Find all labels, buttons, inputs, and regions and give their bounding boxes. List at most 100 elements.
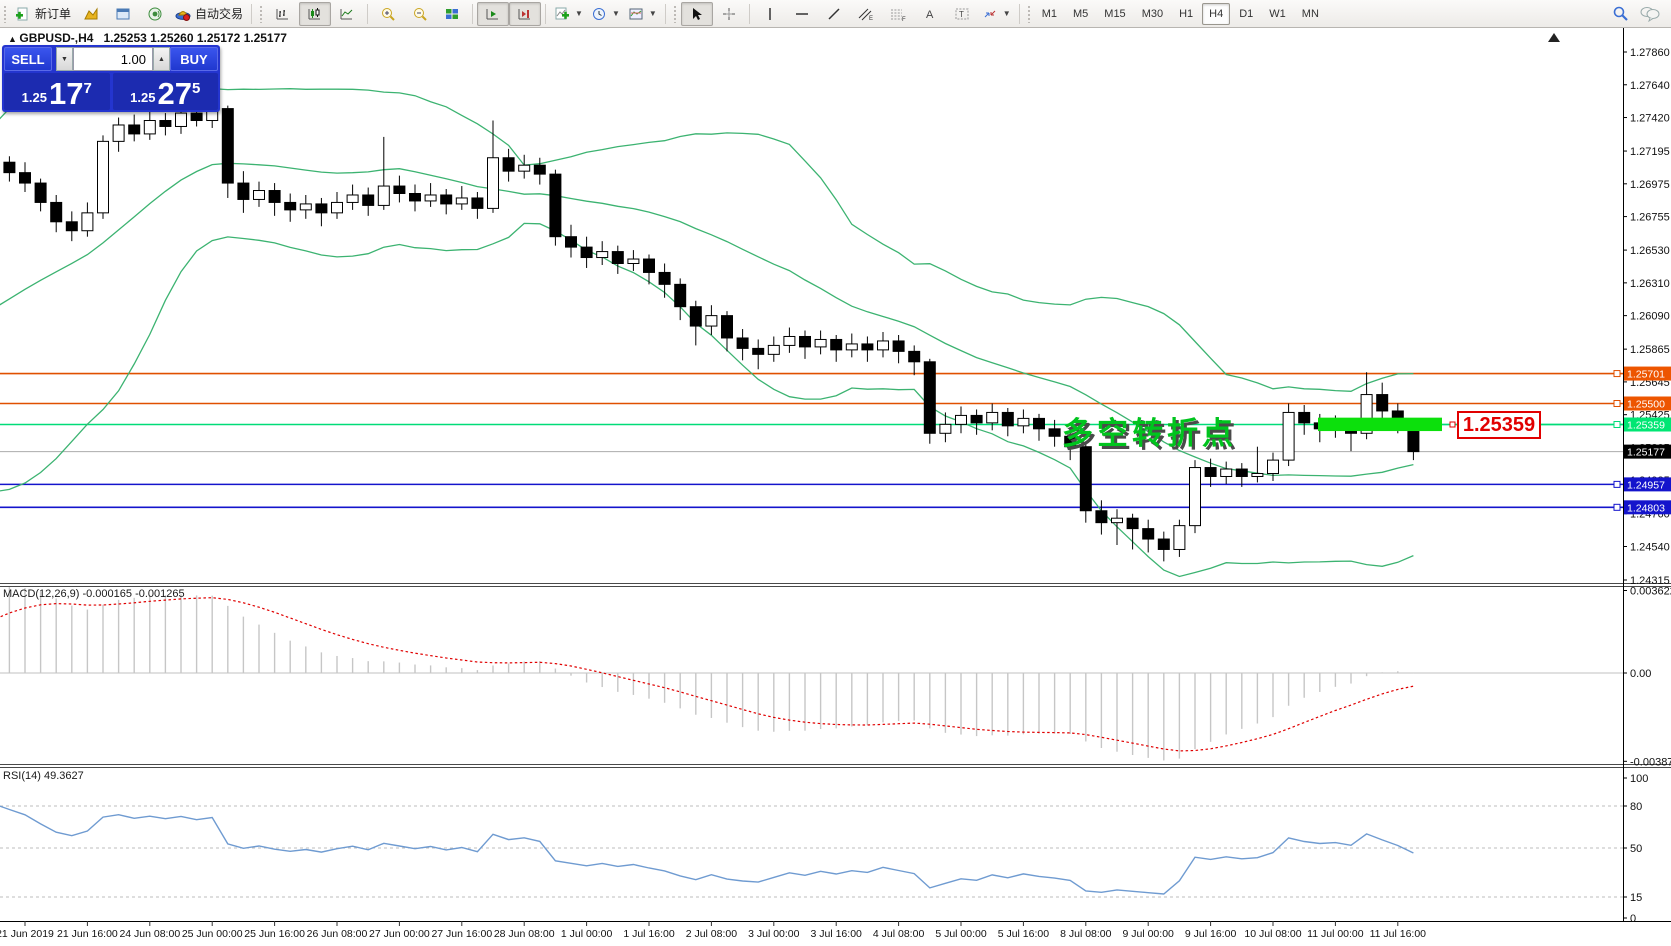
svg-text:27 Jun 16:00: 27 Jun 16:00 xyxy=(431,928,492,940)
volume-decrease-button[interactable]: ▼ xyxy=(56,47,73,71)
arrows-button[interactable]: ▼ xyxy=(978,2,1015,26)
svg-text:-0.003877: -0.003877 xyxy=(1630,756,1671,768)
indicators-button[interactable]: ▼ xyxy=(550,2,587,26)
new-window-button[interactable] xyxy=(107,2,139,26)
channel-icon: E xyxy=(858,8,873,22)
buy-price-display[interactable]: 1.25 27 5 xyxy=(112,73,218,110)
svg-text:21 Jun 16:00: 21 Jun 16:00 xyxy=(57,928,118,940)
chart-symbol: GBPUSD-,H4 xyxy=(19,31,94,45)
trendline-icon xyxy=(828,7,840,20)
sell-price-display[interactable]: 1.25 17 7 xyxy=(4,73,110,110)
svg-text:27 Jun 00:00: 27 Jun 00:00 xyxy=(369,928,430,940)
buy-button[interactable]: BUY xyxy=(170,47,218,71)
sell-price-big: 17 xyxy=(48,76,84,111)
svg-text:1.27195: 1.27195 xyxy=(1630,146,1670,158)
crosshair-icon xyxy=(722,7,735,20)
search-icon[interactable] xyxy=(1612,5,1629,22)
tile-windows-button[interactable] xyxy=(436,2,468,26)
text-label-icon: T xyxy=(955,8,969,19)
svg-text:1.24540: 1.24540 xyxy=(1630,541,1670,553)
svg-text:50: 50 xyxy=(1630,843,1642,855)
svg-text:9 Jul 16:00: 9 Jul 16:00 xyxy=(1185,928,1237,940)
candlestick-chart-button[interactable] xyxy=(299,1,332,26)
timeframe-button-w1[interactable]: W1 xyxy=(1269,7,1286,20)
fibonacci-button[interactable]: F xyxy=(882,2,914,26)
chart-annotation-text[interactable]: 多空转折点 xyxy=(1062,416,1237,451)
svg-text:10 Jul 08:00: 10 Jul 08:00 xyxy=(1244,928,1301,940)
timeframe-button-m15[interactable]: M15 xyxy=(1104,7,1126,20)
svg-text:0: 0 xyxy=(1630,913,1636,925)
chart-ohlc-values: 1.25253 1.25260 1.25172 1.25177 xyxy=(103,31,287,45)
timeframe-button-d1[interactable]: D1 xyxy=(1239,7,1254,20)
line-chart-button[interactable] xyxy=(331,2,363,26)
autotrading-button[interactable]: 自动交易 xyxy=(171,2,247,26)
svg-text:28 Jun 08:00: 28 Jun 08:00 xyxy=(494,928,555,940)
zoom-out-button[interactable] xyxy=(404,2,436,26)
timeframe-button-h4[interactable]: H4 xyxy=(1202,2,1231,25)
templates-button[interactable]: ▼ xyxy=(624,2,661,26)
one-click-trading-panel: SELL ▼ 1.00 ▲ BUY 1.25 17 7 1.25 27 5 xyxy=(2,45,220,112)
svg-text:1.25500: 1.25500 xyxy=(1627,399,1665,411)
vertical-line-button[interactable] xyxy=(754,2,786,26)
market-watch-button[interactable] xyxy=(75,2,107,26)
svg-text:1.26975: 1.26975 xyxy=(1630,179,1670,191)
timeframe-button-mn[interactable]: MN xyxy=(1301,7,1319,20)
text-icon: A xyxy=(926,9,934,21)
signals-button[interactable] xyxy=(139,2,171,26)
timeframe-button-m30[interactable]: M30 xyxy=(1141,7,1164,20)
timeframe-button-m1[interactable]: M1 xyxy=(1041,7,1057,20)
chart-shift-marker[interactable] xyxy=(1548,33,1560,42)
svg-text:1 Jul 00:00: 1 Jul 00:00 xyxy=(561,928,613,940)
horizontal-line-button[interactable] xyxy=(786,2,818,26)
trendline-button[interactable] xyxy=(818,2,850,26)
channel-button[interactable]: E xyxy=(850,2,882,26)
svg-text:80: 80 xyxy=(1630,801,1642,813)
timeframe-button-h1[interactable]: H1 xyxy=(1179,7,1194,20)
cursor-button[interactable] xyxy=(680,1,713,26)
svg-text:24 Jun 08:00: 24 Jun 08:00 xyxy=(119,928,180,940)
svg-text:1.27420: 1.27420 xyxy=(1630,113,1670,125)
svg-text:100: 100 xyxy=(1630,773,1648,785)
chart-shift-button[interactable] xyxy=(509,1,542,26)
svg-text:1.27640: 1.27640 xyxy=(1630,80,1670,92)
new-window-icon xyxy=(116,8,130,19)
svg-text:1 Jul 16:00: 1 Jul 16:00 xyxy=(623,928,675,940)
svg-text:1.26310: 1.26310 xyxy=(1630,278,1670,290)
cursor-icon xyxy=(692,7,702,20)
chart-ohlc-title: ▲ GBPUSD-,H4 1.25253 1.25260 1.25172 1.25… xyxy=(8,31,287,45)
volume-input[interactable]: 1.00 xyxy=(73,47,153,71)
crosshair-button[interactable] xyxy=(713,2,745,26)
svg-text:1.24957: 1.24957 xyxy=(1627,479,1665,491)
volume-increase-button[interactable]: ▲ xyxy=(153,47,170,71)
sell-button[interactable]: SELL xyxy=(4,47,52,71)
fibonacci-icon: F xyxy=(890,9,906,22)
zoom-in-button[interactable] xyxy=(372,2,404,26)
macd-indicator-label: MACD(12,26,9) -0.000165 -0.001265 xyxy=(3,588,185,600)
toolbar-grip[interactable] xyxy=(3,4,8,23)
new-order-button[interactable]: 新订单 xyxy=(11,2,75,26)
zoom-out-icon xyxy=(414,7,427,21)
svg-text:9 Jul 00:00: 9 Jul 00:00 xyxy=(1123,928,1175,940)
bar-chart-button[interactable] xyxy=(267,2,299,26)
svg-text:0.003622: 0.003622 xyxy=(1630,585,1671,597)
price-callout-label[interactable]: 1.25359 xyxy=(1457,411,1541,439)
chat-icon[interactable] xyxy=(1639,5,1661,22)
svg-text:5 Jul 16:00: 5 Jul 16:00 xyxy=(998,928,1050,940)
timeframe-button-m5[interactable]: M5 xyxy=(1073,7,1089,20)
text-label-button[interactable]: T xyxy=(946,2,978,26)
autotrading-icon xyxy=(175,10,191,21)
svg-text:25 Jun 16:00: 25 Jun 16:00 xyxy=(244,928,305,940)
rsi-indicator-label: RSI(14) 49.3627 xyxy=(3,770,84,782)
new-order-label: 新订单 xyxy=(35,7,72,21)
svg-text:5 Jul 00:00: 5 Jul 00:00 xyxy=(935,928,987,940)
auto-scroll-icon xyxy=(486,8,499,19)
auto-scroll-button[interactable] xyxy=(477,1,510,26)
autotrading-label: 自动交易 xyxy=(195,7,244,21)
periods-button[interactable]: ▼ xyxy=(587,2,624,26)
svg-text:11 Jul 00:00: 11 Jul 00:00 xyxy=(1307,928,1364,940)
tile-windows-icon xyxy=(446,8,459,19)
symbol-marker-icon: ▲ xyxy=(8,34,20,44)
text-button[interactable]: A xyxy=(914,2,946,26)
svg-text:1.26530: 1.26530 xyxy=(1630,245,1670,257)
